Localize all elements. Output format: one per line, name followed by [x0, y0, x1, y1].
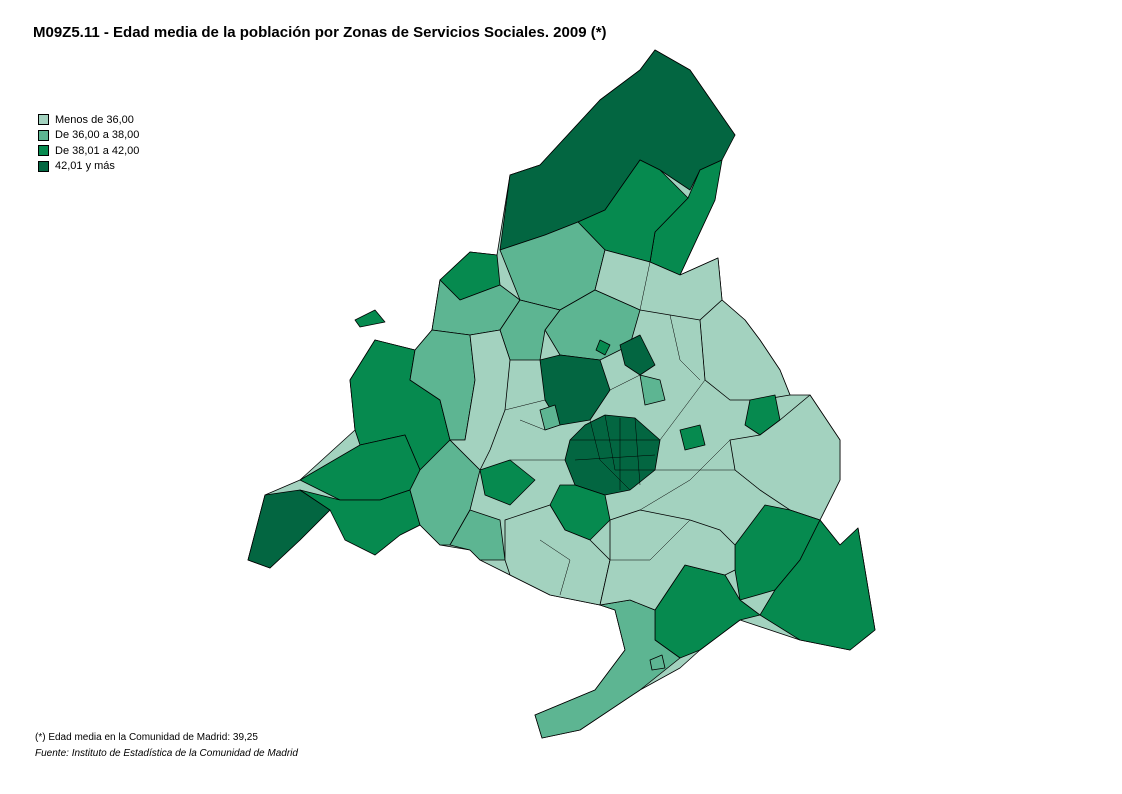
legend-item-class-2: De 36,00 a 38,00	[38, 128, 139, 144]
boundary-detail-16	[504, 399, 546, 411]
boundary-detail-12	[610, 519, 691, 561]
zone-small-6	[649, 654, 666, 671]
map-title: M09Z5.11 - Edad media de la población po…	[33, 24, 607, 41]
zone-se-2	[759, 519, 876, 651]
legend-label-class-2: De 36,00 a 38,00	[55, 129, 140, 142]
legend-swatch-class-1	[38, 114, 49, 126]
source-note: Fuente: Instituto de Estadística de la C…	[35, 748, 298, 759]
boundary-detail-15	[669, 314, 701, 381]
zone-west-8	[479, 459, 536, 506]
legend-swatch-class-2	[38, 129, 49, 141]
legend-item-class-1: Menos de 36,00	[38, 112, 139, 128]
zone-central-north	[539, 354, 611, 426]
boundary-detail-10	[655, 469, 761, 491]
zone-small-5	[679, 424, 706, 451]
zone-small-3	[595, 339, 611, 356]
boundary-detail-2	[604, 414, 655, 471]
legend-label-class-4: 42,01 y más	[55, 160, 115, 173]
boundary-detail-9	[659, 319, 706, 441]
zone-small-1	[354, 309, 386, 328]
legend-item-class-3: De 38,01 a 42,00	[38, 143, 139, 159]
zone-west-5	[299, 489, 421, 556]
zone-central-ne	[619, 334, 656, 376]
boundary-detail-8	[519, 419, 561, 431]
zone-west-9	[449, 329, 511, 471]
legend-swatch-class-4	[38, 160, 49, 172]
zone-east-1	[699, 299, 791, 401]
legend-swatch-class-3	[38, 145, 49, 157]
zone-south-1	[504, 504, 611, 606]
footnote-average-age: (*) Edad media en la Comunidad de Madrid…	[35, 732, 258, 743]
legend-label-class-1: Menos de 36,00	[55, 113, 134, 126]
boundary-detail-17	[609, 374, 641, 391]
legend-label-class-3: De 38,01 a 42,00	[55, 144, 140, 157]
legend-item-class-4: 42,01 y más	[38, 159, 139, 175]
boundary-detail-4	[574, 454, 656, 461]
zone-north-light-2	[544, 289, 641, 361]
boundary-detail-14	[639, 261, 651, 311]
zone-small-4	[639, 374, 666, 406]
boundary-detail-13	[539, 539, 571, 596]
boundary-detail-6	[634, 417, 641, 486]
legend: Menos de 36,00 De 36,00 a 38,00 De 38,01…	[38, 112, 139, 174]
boundary-detail-11	[639, 439, 731, 511]
